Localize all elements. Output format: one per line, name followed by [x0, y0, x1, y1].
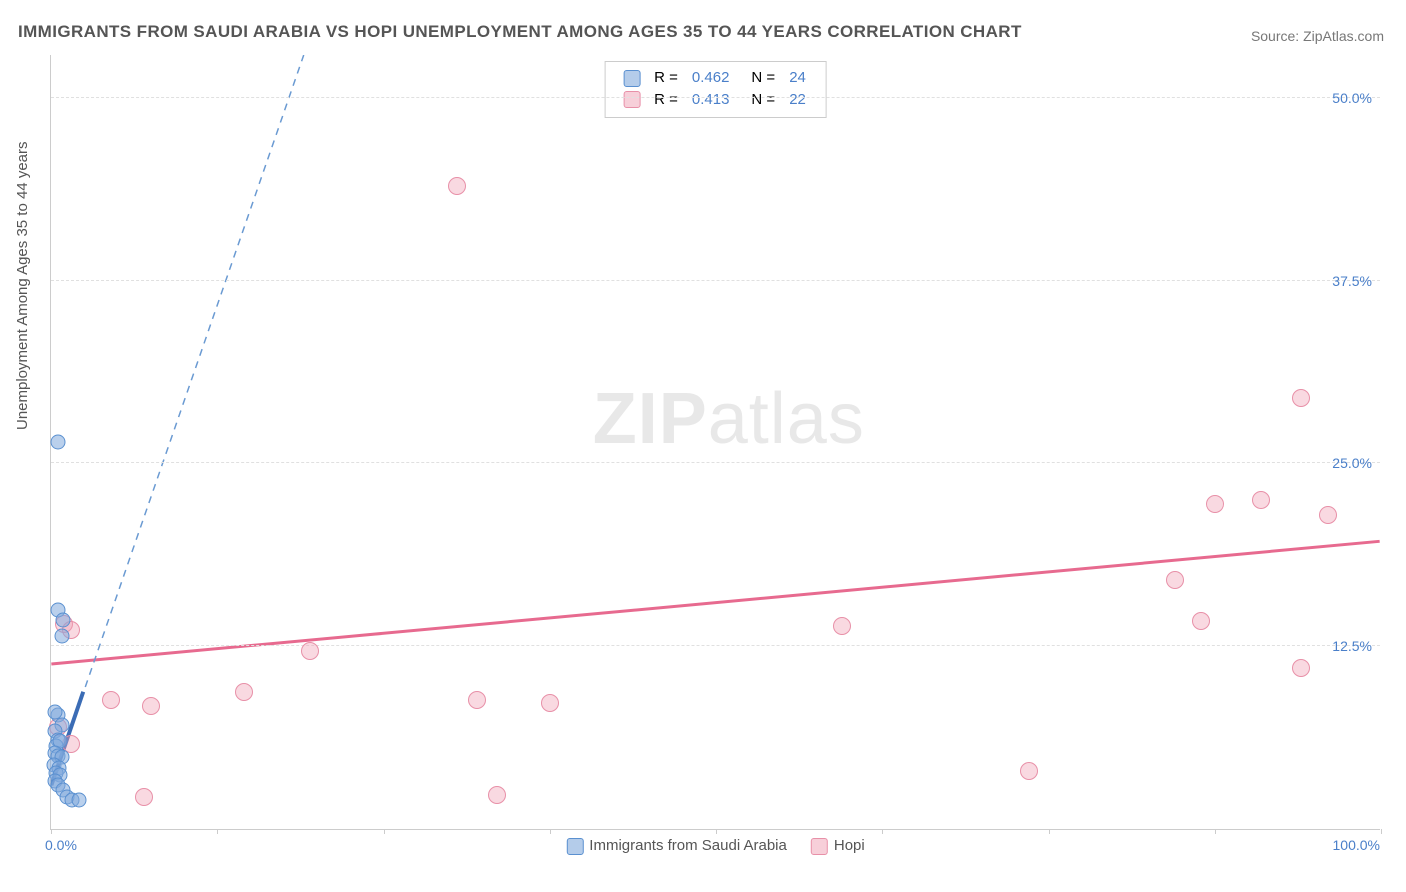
scatter-point-pink	[1206, 495, 1224, 513]
x-tick-label-max: 100.0%	[1333, 837, 1380, 853]
x-tick	[1381, 829, 1382, 834]
legend-item: Hopi	[811, 837, 865, 854]
scatter-point-pink	[142, 697, 160, 715]
y-tick-label: 37.5%	[1332, 273, 1372, 289]
legend-r-label: R =	[648, 90, 684, 110]
legend-correlation: R =0.462N =24R =0.413N =22	[604, 61, 827, 118]
legend-swatch-pink	[623, 91, 640, 108]
legend-n-value: 22	[783, 90, 812, 110]
x-tick	[882, 829, 883, 834]
scatter-point-pink	[102, 691, 120, 709]
scatter-point-blue	[54, 628, 69, 643]
chart-title: IMMIGRANTS FROM SAUDI ARABIA VS HOPI UNE…	[18, 22, 1022, 42]
legend-swatch-pink	[811, 838, 828, 855]
plot-area: ZIPatlas R =0.462N =24R =0.413N =22 Immi…	[50, 55, 1380, 830]
legend-n-value: 24	[783, 68, 812, 88]
legend-swatch-blue	[623, 70, 640, 87]
legend-row: R =0.413N =22	[617, 90, 812, 110]
scatter-point-blue	[50, 434, 65, 449]
legend-r-label: R =	[648, 68, 684, 88]
x-tick-label-min: 0.0%	[45, 837, 77, 853]
legend-r-value: 0.413	[686, 90, 736, 110]
scatter-point-pink	[833, 617, 851, 635]
legend-series: Immigrants from Saudi Arabia Hopi	[554, 837, 876, 855]
y-tick-label: 12.5%	[1332, 638, 1372, 654]
x-tick	[550, 829, 551, 834]
gridline	[51, 645, 1380, 646]
scatter-point-pink	[1192, 612, 1210, 630]
legend-label: Immigrants from Saudi Arabia	[589, 837, 787, 854]
scatter-point-pink	[1166, 571, 1184, 589]
x-tick	[51, 829, 52, 834]
scatter-point-pink	[1292, 389, 1310, 407]
x-tick	[384, 829, 385, 834]
legend-row: R =0.462N =24	[617, 68, 812, 88]
gridline	[51, 280, 1380, 281]
legend-r-value: 0.462	[686, 68, 736, 88]
scatter-point-pink	[1292, 659, 1310, 677]
legend-item: Immigrants from Saudi Arabia	[566, 837, 787, 854]
scatter-point-pink	[135, 788, 153, 806]
y-tick-label: 25.0%	[1332, 455, 1372, 471]
scatter-point-pink	[1252, 491, 1270, 509]
scatter-point-pink	[301, 642, 319, 660]
scatter-point-blue	[55, 612, 70, 627]
source-attribution: Source: ZipAtlas.com	[1251, 28, 1384, 44]
gridline	[51, 462, 1380, 463]
x-tick	[217, 829, 218, 834]
watermark: ZIPatlas	[593, 378, 865, 460]
scatter-point-pink	[541, 694, 559, 712]
chart-container: IMMIGRANTS FROM SAUDI ARABIA VS HOPI UNE…	[0, 0, 1406, 892]
legend-swatch-blue	[566, 838, 583, 855]
scatter-point-blue	[71, 792, 86, 807]
x-tick	[716, 829, 717, 834]
y-tick-label: 50.0%	[1332, 90, 1372, 106]
legend-n-label: N =	[737, 90, 781, 110]
scatter-point-pink	[468, 691, 486, 709]
scatter-point-pink	[448, 177, 466, 195]
scatter-point-pink	[1319, 506, 1337, 524]
legend-n-label: N =	[737, 68, 781, 88]
y-axis-label: Unemployment Among Ages 35 to 44 years	[14, 141, 31, 430]
scatter-point-pink	[235, 683, 253, 701]
scatter-point-pink	[1020, 762, 1038, 780]
x-tick	[1049, 829, 1050, 834]
scatter-point-pink	[488, 786, 506, 804]
trend-lines-svg	[51, 55, 1380, 829]
x-tick	[1215, 829, 1216, 834]
gridline	[51, 97, 1380, 98]
legend-label: Hopi	[834, 837, 865, 854]
